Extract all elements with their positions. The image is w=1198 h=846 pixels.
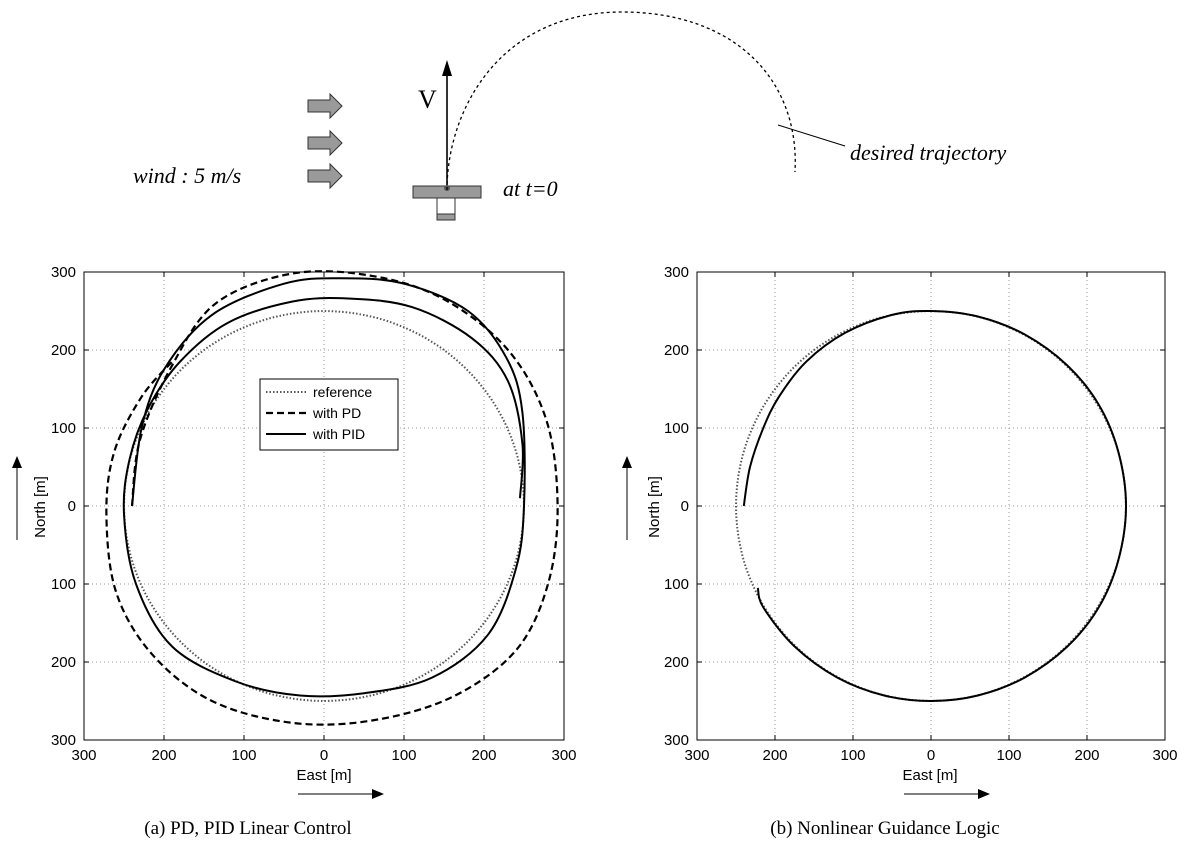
legend-label-reference: reference	[313, 384, 372, 400]
chart-a-legend-box	[259, 378, 399, 451]
chart-b-y-direction-arrowhead	[622, 456, 632, 468]
x-tick-label: 100	[996, 747, 1021, 764]
y-tick-label: 300	[51, 264, 76, 281]
legend-label-with-pd: with PD	[312, 405, 361, 421]
x-tick-label: 300	[551, 747, 576, 764]
y-tick-label: 200	[51, 654, 76, 671]
x-tick-label: 200	[151, 747, 176, 764]
chart-b-grid	[697, 272, 1165, 740]
x-tick-label: 300	[71, 747, 96, 764]
y-tick-label: 300	[51, 732, 76, 749]
y-tick-label: 100	[664, 420, 689, 437]
y-tick-label: 200	[664, 342, 689, 359]
series-with-pid	[122, 277, 526, 698]
chart-a-series	[105, 270, 559, 726]
wind-arrow-3	[307, 162, 343, 190]
chart-a-caption: (a) PD, PID Linear Control	[144, 818, 351, 839]
y-tick-label: 0	[681, 498, 689, 515]
chart-a-ylabel: North [m]	[32, 476, 49, 538]
chart-a: 300 200 100 0 100 200 300 300 200 100 0 100 200300 …	[12, 264, 577, 839]
x-tick-label: 100	[391, 747, 416, 764]
chart-a-grid	[84, 272, 564, 740]
y-tick-label: 100	[51, 576, 76, 593]
velocity-label: V	[418, 85, 437, 114]
y-tick-label: 0	[68, 498, 76, 515]
x-tick-label: 0	[320, 747, 328, 764]
chart-b: 300 200 100 0 100 200 300 300 200 100 0 100 200300 …	[622, 264, 1178, 839]
chart-a-xlabel: East [m]	[296, 767, 351, 784]
chart-b-series	[734, 309, 1128, 703]
chart-b-caption: (b) Nonlinear Guidance Logic	[770, 818, 1000, 839]
wind-arrow-2	[307, 129, 343, 157]
x-tick-label: 100	[840, 747, 865, 764]
y-tick-label: 100	[51, 420, 76, 437]
trajectory-pointer-line	[777, 124, 846, 147]
chart-a-y-ticks: 300 200 100 0 100 200 300	[51, 264, 564, 749]
y-tick-label: 200	[51, 342, 76, 359]
y-tick-label: 200	[664, 654, 689, 671]
time-label: at t=0	[503, 176, 558, 201]
aircraft-icon	[412, 185, 482, 221]
y-tick-label: 300	[664, 732, 689, 749]
wind-label: wind : 5 m/s	[133, 163, 241, 188]
chart-a-x-direction-arrowhead	[372, 789, 384, 799]
chart-b-ylabel: North [m]	[646, 476, 663, 538]
velocity-arrow-head	[442, 60, 452, 76]
chart-a-y-direction-arrowhead	[12, 456, 22, 468]
chart-a-x-ticks: 300 200 100 0 100 200 300	[71, 272, 577, 764]
series-reference	[734, 309, 1127, 703]
series-with-pd	[105, 270, 559, 726]
chart-b-xlabel: East [m]	[902, 767, 957, 784]
series-nonlinear	[742, 309, 1128, 703]
schematic: wind : 5 m/s V at t=0 desired trajectory	[133, 11, 1006, 221]
desired-trajectory-arc	[446, 11, 796, 191]
x-tick-label: 300	[1152, 747, 1177, 764]
y-tick-label: 300	[664, 264, 689, 281]
x-tick-label: 200	[471, 747, 496, 764]
chart-b-x-ticks: 300 200 100 0 100 200 300	[684, 272, 1178, 764]
x-tick-label: 200	[1074, 747, 1099, 764]
chart-b-x-direction-arrowhead	[978, 789, 990, 799]
x-tick-label: 100	[231, 747, 256, 764]
wind-arrow-1	[307, 92, 343, 120]
x-tick-label: 300	[684, 747, 709, 764]
chart-a-legend: reference with PD with PID	[259, 378, 399, 451]
x-tick-label: 200	[762, 747, 787, 764]
legend-label-with-pid: with PID	[312, 426, 365, 442]
chart-b-frame	[696, 271, 1166, 741]
trajectory-label: desired trajectory	[850, 140, 1006, 165]
x-tick-label: 0	[927, 747, 935, 764]
y-tick-label: 100	[664, 576, 689, 593]
chart-b-y-ticks: 300 200 100 0 100 200 300	[664, 264, 1165, 749]
